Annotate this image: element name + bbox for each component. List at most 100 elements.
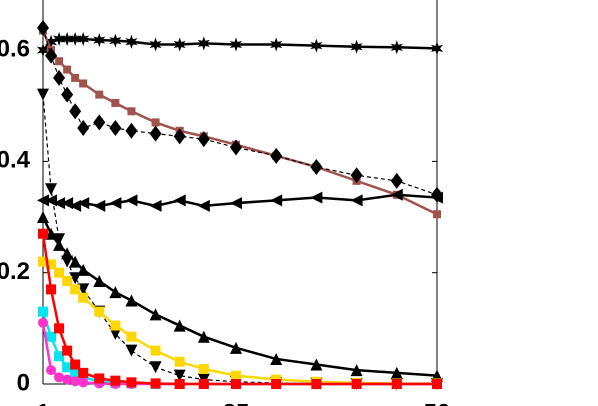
marker	[125, 194, 138, 207]
marker	[351, 379, 362, 389]
marker	[432, 379, 442, 389]
marker	[44, 34, 58, 49]
marker	[350, 39, 363, 54]
marker	[70, 376, 81, 387]
marker	[390, 188, 403, 201]
marker	[77, 197, 90, 210]
marker	[109, 197, 122, 210]
marker	[37, 19, 49, 36]
marker	[230, 379, 241, 389]
marker	[93, 33, 106, 48]
marker	[55, 57, 64, 66]
marker	[197, 199, 210, 212]
marker	[270, 37, 283, 52]
marker	[311, 379, 322, 389]
marker	[61, 247, 74, 260]
marker	[310, 191, 323, 204]
marker	[37, 211, 49, 224]
marker	[390, 40, 403, 55]
marker	[79, 79, 88, 88]
marker	[77, 31, 90, 46]
marker	[433, 210, 441, 219]
marker	[109, 327, 122, 340]
marker	[45, 227, 58, 240]
marker	[229, 197, 242, 210]
marker	[127, 107, 136, 116]
marker	[93, 199, 106, 212]
y-tick-label: 0	[17, 369, 30, 396]
marker	[390, 172, 403, 189]
marker	[126, 377, 137, 388]
y-tick-label: 0.4	[0, 147, 31, 174]
marker	[149, 308, 162, 321]
marker	[69, 103, 82, 120]
marker	[110, 320, 121, 331]
marker	[38, 256, 48, 267]
marker	[431, 191, 443, 204]
marker	[62, 276, 73, 287]
marker	[70, 284, 81, 295]
marker	[37, 194, 49, 207]
marker	[197, 131, 210, 148]
marker	[198, 379, 209, 389]
marker	[77, 263, 90, 276]
marker	[110, 375, 121, 386]
marker	[70, 359, 81, 370]
marker	[70, 367, 81, 378]
marker	[149, 125, 162, 142]
marker	[390, 366, 403, 379]
marker	[173, 319, 186, 332]
marker	[36, 43, 50, 58]
marker	[77, 283, 90, 296]
x-tick-label: 1	[36, 399, 49, 406]
marker	[270, 147, 283, 164]
marker	[125, 344, 138, 357]
marker	[174, 356, 185, 367]
marker	[93, 114, 106, 131]
marker	[350, 167, 363, 184]
marker	[63, 65, 72, 74]
marker	[111, 98, 120, 107]
marker	[197, 36, 210, 51]
marker	[310, 358, 323, 371]
marker	[310, 38, 323, 53]
marker	[149, 199, 162, 212]
marker	[350, 364, 363, 377]
marker	[109, 286, 122, 299]
marker	[53, 69, 66, 86]
marker	[46, 365, 57, 376]
marker	[229, 341, 242, 354]
marker	[54, 351, 65, 362]
marker	[109, 120, 122, 136]
marker	[53, 197, 66, 210]
y-tick-label: 0.2	[0, 258, 30, 285]
marker	[174, 379, 185, 389]
series-line	[42, 260, 437, 385]
marker	[77, 120, 90, 136]
marker	[61, 86, 74, 103]
marker	[197, 330, 210, 343]
marker	[126, 331, 137, 342]
marker	[46, 284, 57, 295]
marker	[150, 345, 161, 356]
marker	[229, 37, 243, 52]
marker	[54, 323, 65, 334]
marker	[125, 122, 138, 139]
marker	[38, 228, 48, 239]
marker	[350, 194, 363, 207]
marker	[95, 90, 104, 99]
marker	[94, 306, 105, 317]
marker	[45, 47, 58, 64]
marker	[78, 367, 89, 378]
marker	[271, 379, 282, 389]
marker	[46, 259, 57, 270]
marker	[46, 331, 57, 342]
marker	[69, 31, 82, 46]
marker	[149, 361, 162, 374]
marker	[229, 139, 242, 156]
marker	[270, 352, 283, 365]
marker	[78, 377, 89, 388]
marker	[270, 194, 283, 207]
marker	[54, 267, 65, 278]
marker	[391, 379, 402, 389]
